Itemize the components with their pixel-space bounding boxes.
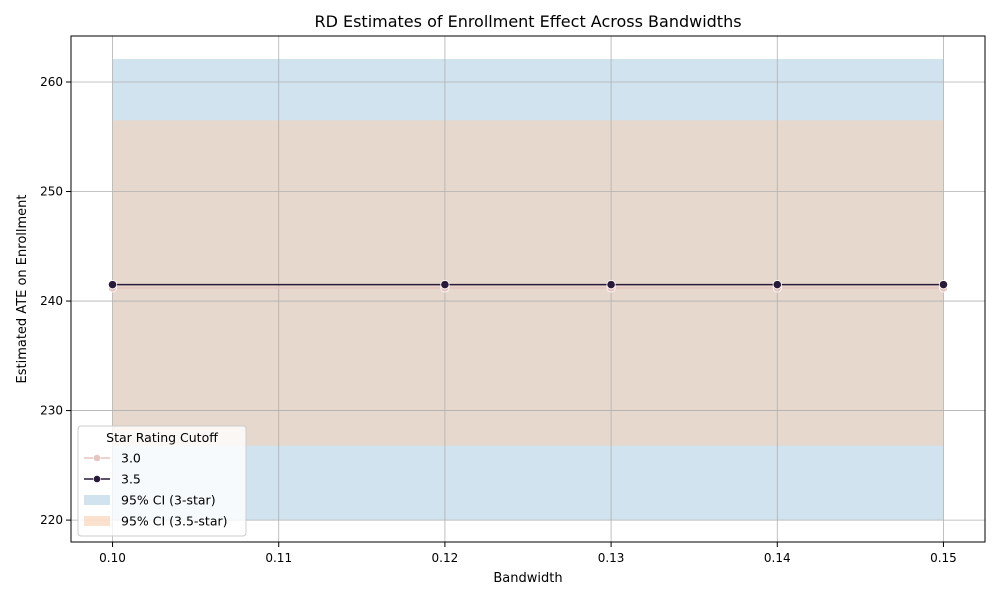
series-point-3.5-1 [440,280,450,290]
legend-patch-band-2 [84,516,110,526]
legend-box [77,425,247,537]
series-point-3.5-0 [107,280,118,290]
legend-label-3.5: 3.5 [121,472,141,487]
y-tick-label-3: 250 [40,185,63,199]
series-point-3.5-3 [772,280,782,290]
x-tick-label-1: 0.11 [265,551,292,565]
legend-label-band-2: 95% CI (3.5-star) [121,514,228,529]
legend-patch-band-1 [84,495,110,505]
x-tick-label-2: 0.12 [432,551,459,565]
legend-label-band-1: 95% CI (3-star) [121,493,216,508]
y-axis-label: Estimated ATE on Enrollment [15,195,30,384]
x-tick-label-4: 0.14 [764,551,791,565]
legend: Star Rating Cutoff 3.0 3.5 95% CI (3-star) 9… [77,425,247,537]
x-axis-label: Bandwidth [493,571,562,586]
legend-marker-3.0 [93,454,101,462]
series-points [107,280,949,293]
grid-lines [71,36,985,542]
x-tick-label-5: 0.15 [930,551,957,565]
legend-marker-3.5 [93,475,101,483]
legend-label-3.0: 3.0 [121,451,141,466]
y-tick-label-4: 260 [40,75,63,89]
y-tick-label-0: 220 [40,513,63,527]
series-point-3.5-2 [606,280,616,290]
ci-bands [112,59,944,521]
x-tick-label-3: 0.13 [598,551,625,565]
chart-title: RD Estimates of Enrollment Effect Across… [314,12,741,31]
ci-band-2 [112,120,944,446]
y-tick-label-2: 240 [40,294,63,308]
plot-frame [70,35,986,543]
y-tick-label-1: 230 [40,404,63,418]
legend-title: Star Rating Cutoff [106,430,218,445]
y-axis-ticks: 220 230 240 250 260 [40,75,71,527]
x-tick-label-0: 0.10 [99,551,126,565]
series-point-3.5-4 [938,280,949,290]
x-axis-ticks: 0.10 0.11 0.12 0.13 0.14 0.15 [99,542,957,565]
